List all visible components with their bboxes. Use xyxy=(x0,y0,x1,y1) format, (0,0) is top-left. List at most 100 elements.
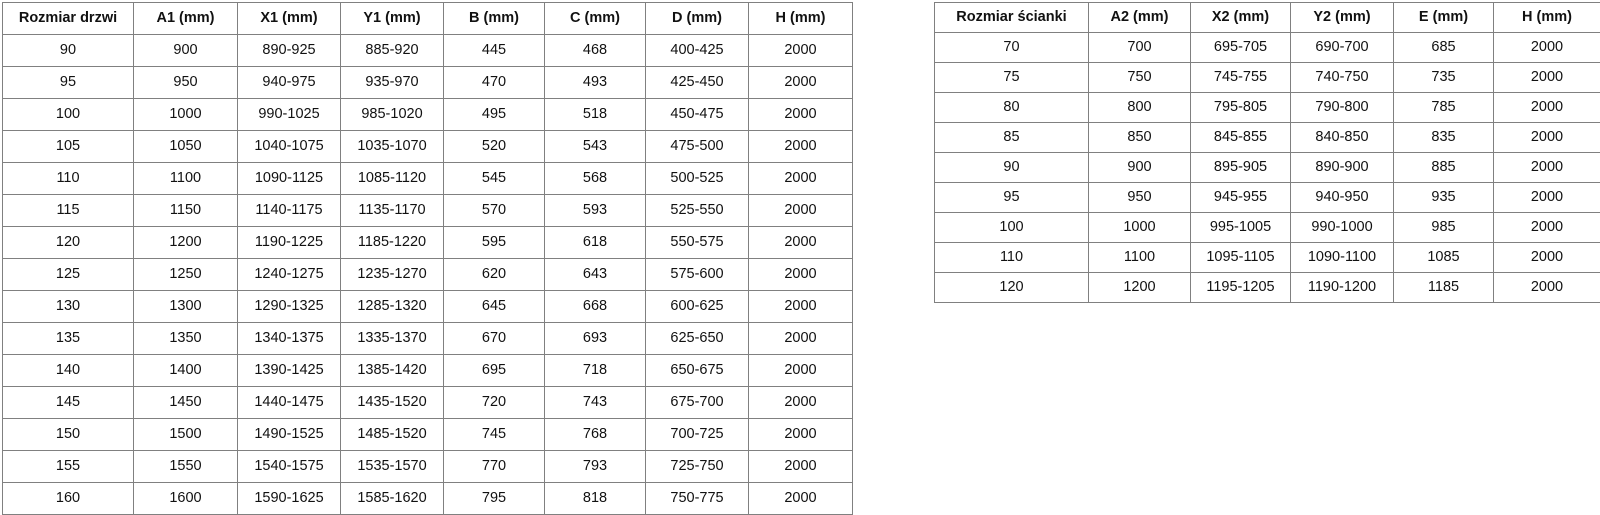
table-cell: 400-425 xyxy=(645,34,749,67)
table-cell: 570 xyxy=(443,194,545,227)
table-row: 145 1450 1440-1475 1435-1520 720 743 675-700 20… xyxy=(2,386,853,419)
column-header: H (mm) xyxy=(1493,2,1600,33)
table-cell: 450-475 xyxy=(645,98,749,131)
table-cell: 1290-1325 xyxy=(237,290,341,323)
table-cell: 575-600 xyxy=(645,258,749,291)
table-cell: 493 xyxy=(544,66,646,99)
wall-size-table-header: Rozmiar ścianki A2 (mm) X2 (mm) Y2 (mm) E (m… xyxy=(934,2,1600,33)
column-header: A1 (mm) xyxy=(133,2,238,35)
table-cell: 770 xyxy=(443,450,545,483)
door-size-table-header: Rozmiar drzwi A1 (mm) X1 (mm) Y1 (mm) B (mm)… xyxy=(2,2,853,35)
table-row: 75 750 745-755 740-750 735 2000 xyxy=(934,62,1600,93)
table-cell: 135 xyxy=(2,322,134,355)
table-cell: 85 xyxy=(934,122,1089,153)
table-row: 85 850 845-855 840-850 835 2000 xyxy=(934,122,1600,153)
table-cell: 2000 xyxy=(748,482,853,515)
table-cell: 625-650 xyxy=(645,322,749,355)
table-cell: 1500 xyxy=(133,418,238,451)
table-cell: 1190-1200 xyxy=(1290,272,1394,303)
table-cell: 800 xyxy=(1088,92,1191,123)
table-cell: 900 xyxy=(133,34,238,67)
table-cell: 1200 xyxy=(133,226,238,259)
table-cell: 895-905 xyxy=(1190,152,1291,183)
table-cell: 668 xyxy=(544,290,646,323)
table-cell: 935-970 xyxy=(340,66,444,99)
column-header: A2 (mm) xyxy=(1088,2,1191,33)
table-cell: 2000 xyxy=(748,98,853,131)
table-cell: 500-525 xyxy=(645,162,749,195)
table-row: 125 1250 1240-1275 1235-1270 620 643 575-600 20… xyxy=(2,258,853,291)
table-row: 95 950 945-955 940-950 935 2000 xyxy=(934,182,1600,213)
table-cell: 110 xyxy=(934,242,1089,273)
table-cell: 1135-1170 xyxy=(340,194,444,227)
table-cell: 150 xyxy=(2,418,134,451)
table-cell: 700 xyxy=(1088,32,1191,63)
table-cell: 1490-1525 xyxy=(237,418,341,451)
table-cell: 2000 xyxy=(1493,152,1600,183)
column-header: Y2 (mm) xyxy=(1290,2,1394,33)
table-cell: 885 xyxy=(1393,152,1494,183)
table-cell: 1100 xyxy=(1088,242,1191,273)
table-cell: 720 xyxy=(443,386,545,419)
table-row: 105 1050 1040-1075 1035-1070 520 543 475-500 20… xyxy=(2,130,853,163)
table-cell: 475-500 xyxy=(645,130,749,163)
column-header: B (mm) xyxy=(443,2,545,35)
table-cell: 840-850 xyxy=(1290,122,1394,153)
table-row: 150 1500 1490-1525 1485-1520 745 768 700-725 20… xyxy=(2,418,853,451)
table-cell: 620 xyxy=(443,258,545,291)
table-cell: 2000 xyxy=(748,66,853,99)
table-cell: 1050 xyxy=(133,130,238,163)
table-cell: 543 xyxy=(544,130,646,163)
table-row: 90 900 895-905 890-900 885 2000 xyxy=(934,152,1600,183)
table-cell: 1400 xyxy=(133,354,238,387)
table-cell: 1250 xyxy=(133,258,238,291)
table-cell: 695 xyxy=(443,354,545,387)
table-cell: 695-705 xyxy=(1190,32,1291,63)
table-cell: 750 xyxy=(1088,62,1191,93)
column-header: Y1 (mm) xyxy=(340,2,444,35)
table-cell: 2000 xyxy=(748,290,853,323)
table-cell: 990-1000 xyxy=(1290,212,1394,243)
table-cell: 2000 xyxy=(748,450,853,483)
table-cell: 1240-1275 xyxy=(237,258,341,291)
table-row: 110 1100 1095-1105 1090-1100 1085 2000 xyxy=(934,242,1600,273)
table-cell: 550-575 xyxy=(645,226,749,259)
table-cell: 1090-1125 xyxy=(237,162,341,195)
wall-size-table-body: 70 700 695-705 690-700 685 2000 75 750 745-755 74… xyxy=(934,32,1600,303)
table-cell: 110 xyxy=(2,162,134,195)
table-row: 90 900 890-925 885-920 445 468 400-425 2000 xyxy=(2,34,853,67)
table-cell: 735 xyxy=(1393,62,1494,93)
column-header: H (mm) xyxy=(748,2,853,35)
table-cell: 2000 xyxy=(748,130,853,163)
table-cell: 2000 xyxy=(748,194,853,227)
table-row: 130 1300 1290-1325 1285-1320 645 668 600-625 20… xyxy=(2,290,853,323)
table-cell: 795-805 xyxy=(1190,92,1291,123)
table-row: 155 1550 1540-1575 1535-1570 770 793 725-750 20… xyxy=(2,450,853,483)
table-cell: 80 xyxy=(934,92,1089,123)
table-cell: 1550 xyxy=(133,450,238,483)
table-cell: 685 xyxy=(1393,32,1494,63)
table-row: 80 800 795-805 790-800 785 2000 xyxy=(934,92,1600,123)
table-row: 135 1350 1340-1375 1335-1370 670 693 625-650 20… xyxy=(2,322,853,355)
table-row: 115 1150 1140-1175 1135-1170 570 593 525-550 20… xyxy=(2,194,853,227)
table-cell: 425-450 xyxy=(645,66,749,99)
column-header: D (mm) xyxy=(645,2,749,35)
table-cell: 105 xyxy=(2,130,134,163)
table-cell: 1140-1175 xyxy=(237,194,341,227)
table-cell: 850 xyxy=(1088,122,1191,153)
table-cell: 1440-1475 xyxy=(237,386,341,419)
table-cell: 1540-1575 xyxy=(237,450,341,483)
column-header: C (mm) xyxy=(544,2,646,35)
door-size-table-body: 90 900 890-925 885-920 445 468 400-425 2000 95 95… xyxy=(2,34,853,515)
table-cell: 650-675 xyxy=(645,354,749,387)
table-cell: 100 xyxy=(2,98,134,131)
table-cell: 2000 xyxy=(1493,182,1600,213)
table-cell: 2000 xyxy=(748,354,853,387)
table-cell: 1090-1100 xyxy=(1290,242,1394,273)
table-row: 120 1200 1195-1205 1190-1200 1185 2000 xyxy=(934,272,1600,303)
table-cell: 1340-1375 xyxy=(237,322,341,355)
table-cell: 100 xyxy=(934,212,1089,243)
table-row: 110 1100 1090-1125 1085-1120 545 568 500-525 20… xyxy=(2,162,853,195)
table-cell: 1190-1225 xyxy=(237,226,341,259)
table-cell: 745-755 xyxy=(1190,62,1291,93)
